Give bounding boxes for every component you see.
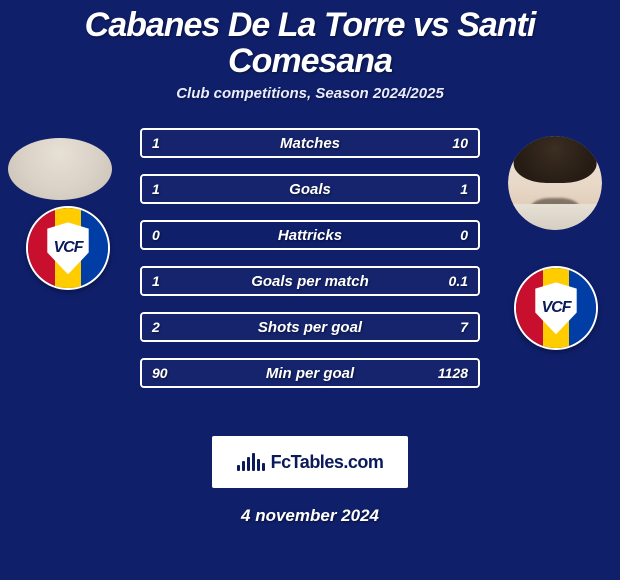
player-right-hair <box>514 136 597 183</box>
source-brand-text: FcTables.com <box>271 452 384 473</box>
stat-label: Hattricks <box>142 222 478 248</box>
stat-row: 11Goals <box>140 174 480 204</box>
source-badge: FcTables.com <box>212 436 408 488</box>
card-date: 4 november 2024 <box>0 506 620 526</box>
stat-row: 00Hattricks <box>140 220 480 250</box>
stat-label: Matches <box>142 130 478 156</box>
crest-left-text: VCF <box>54 239 83 257</box>
comparison-card: Cabanes De La Torre vs Santi Comesana Cl… <box>0 0 620 580</box>
stat-row: 110Matches <box>140 128 480 158</box>
stat-row: 901128Min per goal <box>140 358 480 388</box>
stats-area: VCF VCF 110Matches 11Goals 00Hattricks 10.1… <box>0 128 620 418</box>
stat-label: Goals <box>142 176 478 202</box>
card-subtitle: Club competitions, Season 2024/2025 <box>0 85 620 128</box>
player-right-portrait <box>508 136 602 230</box>
player-right-shirt <box>508 204 602 230</box>
stat-label: Goals per match <box>142 268 478 294</box>
crest-right-text: VCF <box>542 299 571 317</box>
player-right-face <box>508 136 602 230</box>
stat-label: Min per goal <box>142 360 478 386</box>
stat-label: Shots per goal <box>142 314 478 340</box>
player-left-crest: VCF <box>26 206 110 290</box>
player-left-portrait-bg <box>8 138 112 200</box>
fctables-logo-icon <box>237 453 265 471</box>
stat-bars: 110Matches 11Goals 00Hattricks 10.1Goals pe… <box>140 128 480 388</box>
player-left-portrait <box>8 138 112 200</box>
card-title: Cabanes De La Torre vs Santi Comesana <box>0 8 620 85</box>
stat-row: 10.1Goals per match <box>140 266 480 296</box>
player-right-crest: VCF <box>514 266 598 350</box>
stat-row: 27Shots per goal <box>140 312 480 342</box>
